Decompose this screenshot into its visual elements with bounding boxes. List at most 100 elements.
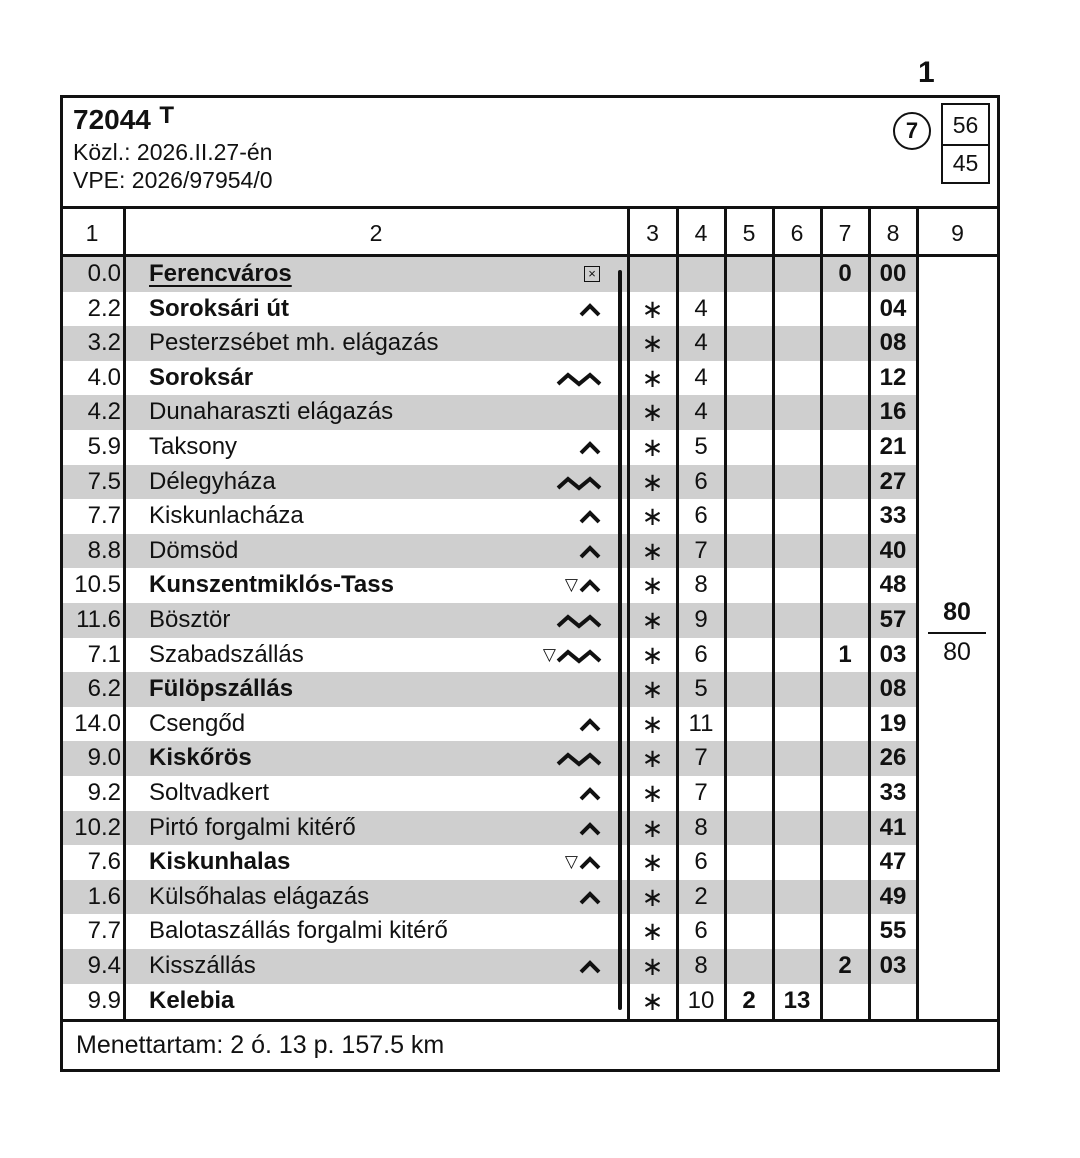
col-5-cell bbox=[725, 914, 773, 949]
column-divider bbox=[820, 207, 823, 1020]
station-symbols bbox=[124, 465, 618, 500]
station-symbols bbox=[124, 430, 618, 465]
station-name: Kelebia bbox=[149, 986, 235, 1014]
col-5-cell bbox=[725, 499, 773, 534]
col-8-cell: 33 bbox=[879, 502, 907, 530]
station-symbols bbox=[124, 776, 618, 811]
km-cell: 6.2 bbox=[87, 675, 121, 703]
station-symbols bbox=[124, 672, 618, 707]
col-8-cell: 04 bbox=[879, 294, 907, 322]
station-name: Ferencváros bbox=[149, 260, 292, 287]
column-divider bbox=[123, 207, 126, 1020]
col-8-cell: 00 bbox=[879, 260, 907, 287]
station-symbols bbox=[124, 603, 618, 638]
col-8-cell: 19 bbox=[879, 709, 907, 737]
col-8-cell: 48 bbox=[879, 571, 907, 599]
km-cell: 8.8 bbox=[87, 536, 121, 564]
col-3-cell: ∗ bbox=[641, 432, 664, 462]
timetable-frame bbox=[60, 95, 1000, 1072]
km-cell: 14.0 bbox=[74, 709, 121, 737]
col-7-cell bbox=[821, 430, 869, 465]
divider bbox=[60, 254, 1000, 257]
speed-divider bbox=[928, 632, 986, 634]
col-6-cell bbox=[773, 914, 821, 949]
col-7-cell bbox=[821, 811, 869, 846]
table-row: 9.9 Kelebia ∗ 10 2 13 bbox=[63, 984, 997, 1019]
table-row: 7.7 Kiskunlacháza ∗ 6 33 bbox=[63, 499, 997, 534]
col-8-cell: 26 bbox=[879, 744, 907, 772]
col-3-cell: ∗ bbox=[641, 916, 664, 947]
col-6-cell bbox=[773, 880, 821, 915]
column-divider bbox=[676, 207, 679, 1020]
column-divider bbox=[868, 207, 871, 1020]
col-8-cell: 41 bbox=[879, 813, 907, 841]
table-row: 1.6 Külsőhalas elágazás ∗ 2 49 bbox=[63, 879, 997, 915]
station-symbols bbox=[124, 880, 618, 915]
col-7-cell bbox=[821, 984, 869, 1019]
station-symbols: ▽ bbox=[124, 568, 618, 603]
col-5-cell bbox=[725, 568, 773, 603]
col-4-cell: 7 bbox=[694, 536, 708, 564]
col-4-cell: 4 bbox=[694, 398, 708, 426]
col-5-cell bbox=[725, 534, 773, 569]
col-4-cell: 5 bbox=[694, 675, 708, 703]
column-header-5: 5 bbox=[742, 220, 756, 246]
table-row: 11.6 Bösztör ∗ 9 57 bbox=[63, 603, 997, 638]
km-cell: 0.0 bbox=[87, 260, 121, 287]
col-7-cell bbox=[821, 465, 869, 500]
chevron-up-icon bbox=[579, 821, 601, 836]
col-7-cell bbox=[821, 672, 869, 707]
chevron-up-icon bbox=[579, 544, 601, 559]
col-8-cell: 03 bbox=[879, 640, 907, 668]
table-row: 7.6 Kiskunhalas ▽ ∗ 6 47 bbox=[63, 845, 997, 880]
station-name: Taksony bbox=[149, 433, 238, 460]
station-name: Pirtó forgalmi kitérő bbox=[149, 813, 356, 841]
station-name: Délegyháza bbox=[149, 467, 276, 495]
station-symbols bbox=[124, 499, 618, 534]
station-symbols: ▽ bbox=[124, 845, 618, 880]
chevron-up-icon bbox=[579, 787, 601, 801]
col-5-cell bbox=[725, 257, 773, 292]
speed-top: 80 bbox=[943, 598, 971, 626]
col-3-cell: ∗ bbox=[641, 743, 664, 774]
col-3-cell: ∗ bbox=[641, 293, 664, 324]
col-7-cell bbox=[821, 326, 869, 361]
station-name: Soroksár bbox=[149, 363, 254, 391]
station-symbols bbox=[124, 395, 618, 430]
chevron-up-icon bbox=[579, 302, 601, 317]
station-name: Dömsöd bbox=[149, 536, 239, 564]
col-7-cell bbox=[821, 395, 869, 430]
chevron-up-icon bbox=[579, 856, 601, 870]
col-4-cell: 4 bbox=[694, 329, 708, 357]
col-4-cell: 6 bbox=[694, 917, 708, 945]
station-symbols bbox=[124, 741, 618, 776]
col-8-cell: 03 bbox=[879, 952, 907, 979]
col-3-cell: ∗ bbox=[641, 639, 664, 670]
km-cell: 3.2 bbox=[87, 329, 121, 357]
col-5-cell bbox=[725, 741, 773, 776]
km-cell: 10.5 bbox=[74, 571, 121, 599]
chevron-up-icon bbox=[579, 510, 601, 524]
col-8-cell: 21 bbox=[879, 433, 907, 460]
km-cell: 11.6 bbox=[76, 606, 121, 633]
box-top: 56 bbox=[941, 103, 990, 146]
table-row: 9.2 Soltvadkert ∗ 7 33 bbox=[63, 776, 997, 811]
table-row: 7.7 Balotaszállás forgalmi kitérő ∗ 6 55 bbox=[63, 914, 997, 949]
column-header-8: 8 bbox=[886, 220, 900, 246]
col-8-cell bbox=[869, 984, 917, 1019]
col-7-cell bbox=[821, 499, 869, 534]
station-name: Fülöpszállás bbox=[149, 675, 294, 703]
double-chevron-icon bbox=[556, 614, 602, 629]
column-header-9: 9 bbox=[951, 220, 964, 246]
column-divider bbox=[916, 207, 919, 1020]
col-4-cell bbox=[677, 257, 725, 292]
column-header-1: 1 bbox=[85, 220, 99, 246]
col-6-cell bbox=[773, 949, 821, 984]
station-symbols: ▽ bbox=[124, 638, 618, 673]
col-8-cell: 08 bbox=[879, 329, 907, 357]
col-4-cell: 4 bbox=[694, 294, 708, 322]
box-x-icon: × bbox=[584, 266, 600, 282]
table-row: 8.8 Dömsöd ∗ 7 40 bbox=[63, 533, 997, 569]
col-5-cell: 2 bbox=[742, 986, 756, 1014]
col-7-cell bbox=[821, 707, 869, 742]
